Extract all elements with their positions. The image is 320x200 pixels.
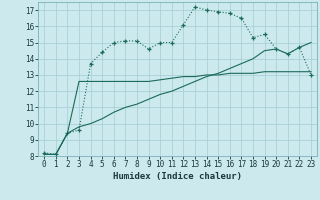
X-axis label: Humidex (Indice chaleur): Humidex (Indice chaleur)	[113, 172, 242, 181]
